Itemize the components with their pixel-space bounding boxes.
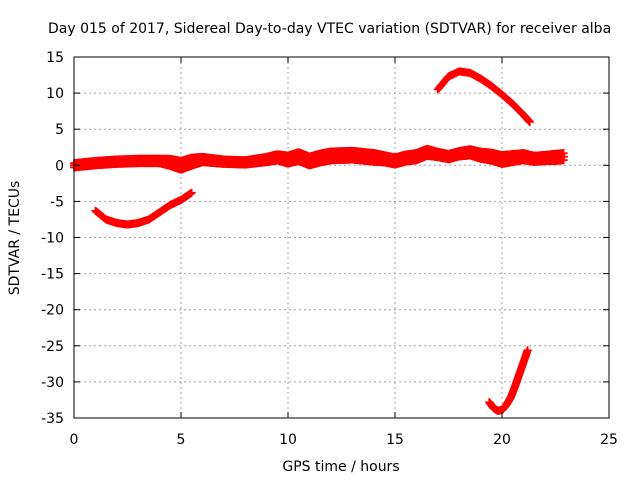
- x-tick-label: 20: [493, 432, 511, 448]
- series-dip-bottom-right: [485, 346, 532, 415]
- y-tick-label: -30: [41, 375, 64, 391]
- x-tick-labels: 0 5 10 15 20 25: [70, 432, 618, 448]
- y-tick-labels: -35 -30 -25 -20 -15 -10 -5 0 5 10 15: [41, 50, 64, 427]
- series-arc-upper-right: [433, 67, 534, 126]
- series-main-band: [70, 144, 569, 174]
- y-tick-label: -5: [50, 194, 64, 210]
- data-point: [187, 188, 196, 197]
- data-point: [523, 346, 532, 355]
- y-tick-label: -25: [41, 339, 64, 355]
- y-tick-label: 10: [46, 86, 64, 102]
- y-axis-label: SDTVAR / TECUs: [7, 181, 23, 296]
- x-tick-label: 0: [70, 432, 79, 448]
- y-tick-label: -15: [41, 267, 64, 283]
- y-tick-label: 15: [46, 50, 64, 66]
- gridlines: [74, 57, 609, 418]
- chart-title: Day 015 of 2017, Sidereal Day-to-day VTE…: [48, 21, 611, 37]
- y-tick-label: 5: [55, 122, 64, 138]
- data-point: [525, 117, 534, 126]
- y-tick-label: -10: [41, 231, 64, 247]
- data-point: [560, 152, 569, 161]
- series-arc-lower-left: [91, 188, 196, 229]
- y-tick-label: -20: [41, 303, 64, 319]
- y-tick-label: -35: [41, 411, 64, 427]
- x-tick-label: 10: [279, 432, 297, 448]
- x-tick-label: 5: [177, 432, 186, 448]
- axis-ticks: [73, 56, 610, 419]
- x-tick-label: 25: [600, 432, 618, 448]
- x-axis-label: GPS time / hours: [282, 459, 399, 475]
- data-points: [70, 67, 569, 415]
- y-tick-label: 0: [55, 158, 64, 174]
- x-tick-label: 15: [386, 432, 404, 448]
